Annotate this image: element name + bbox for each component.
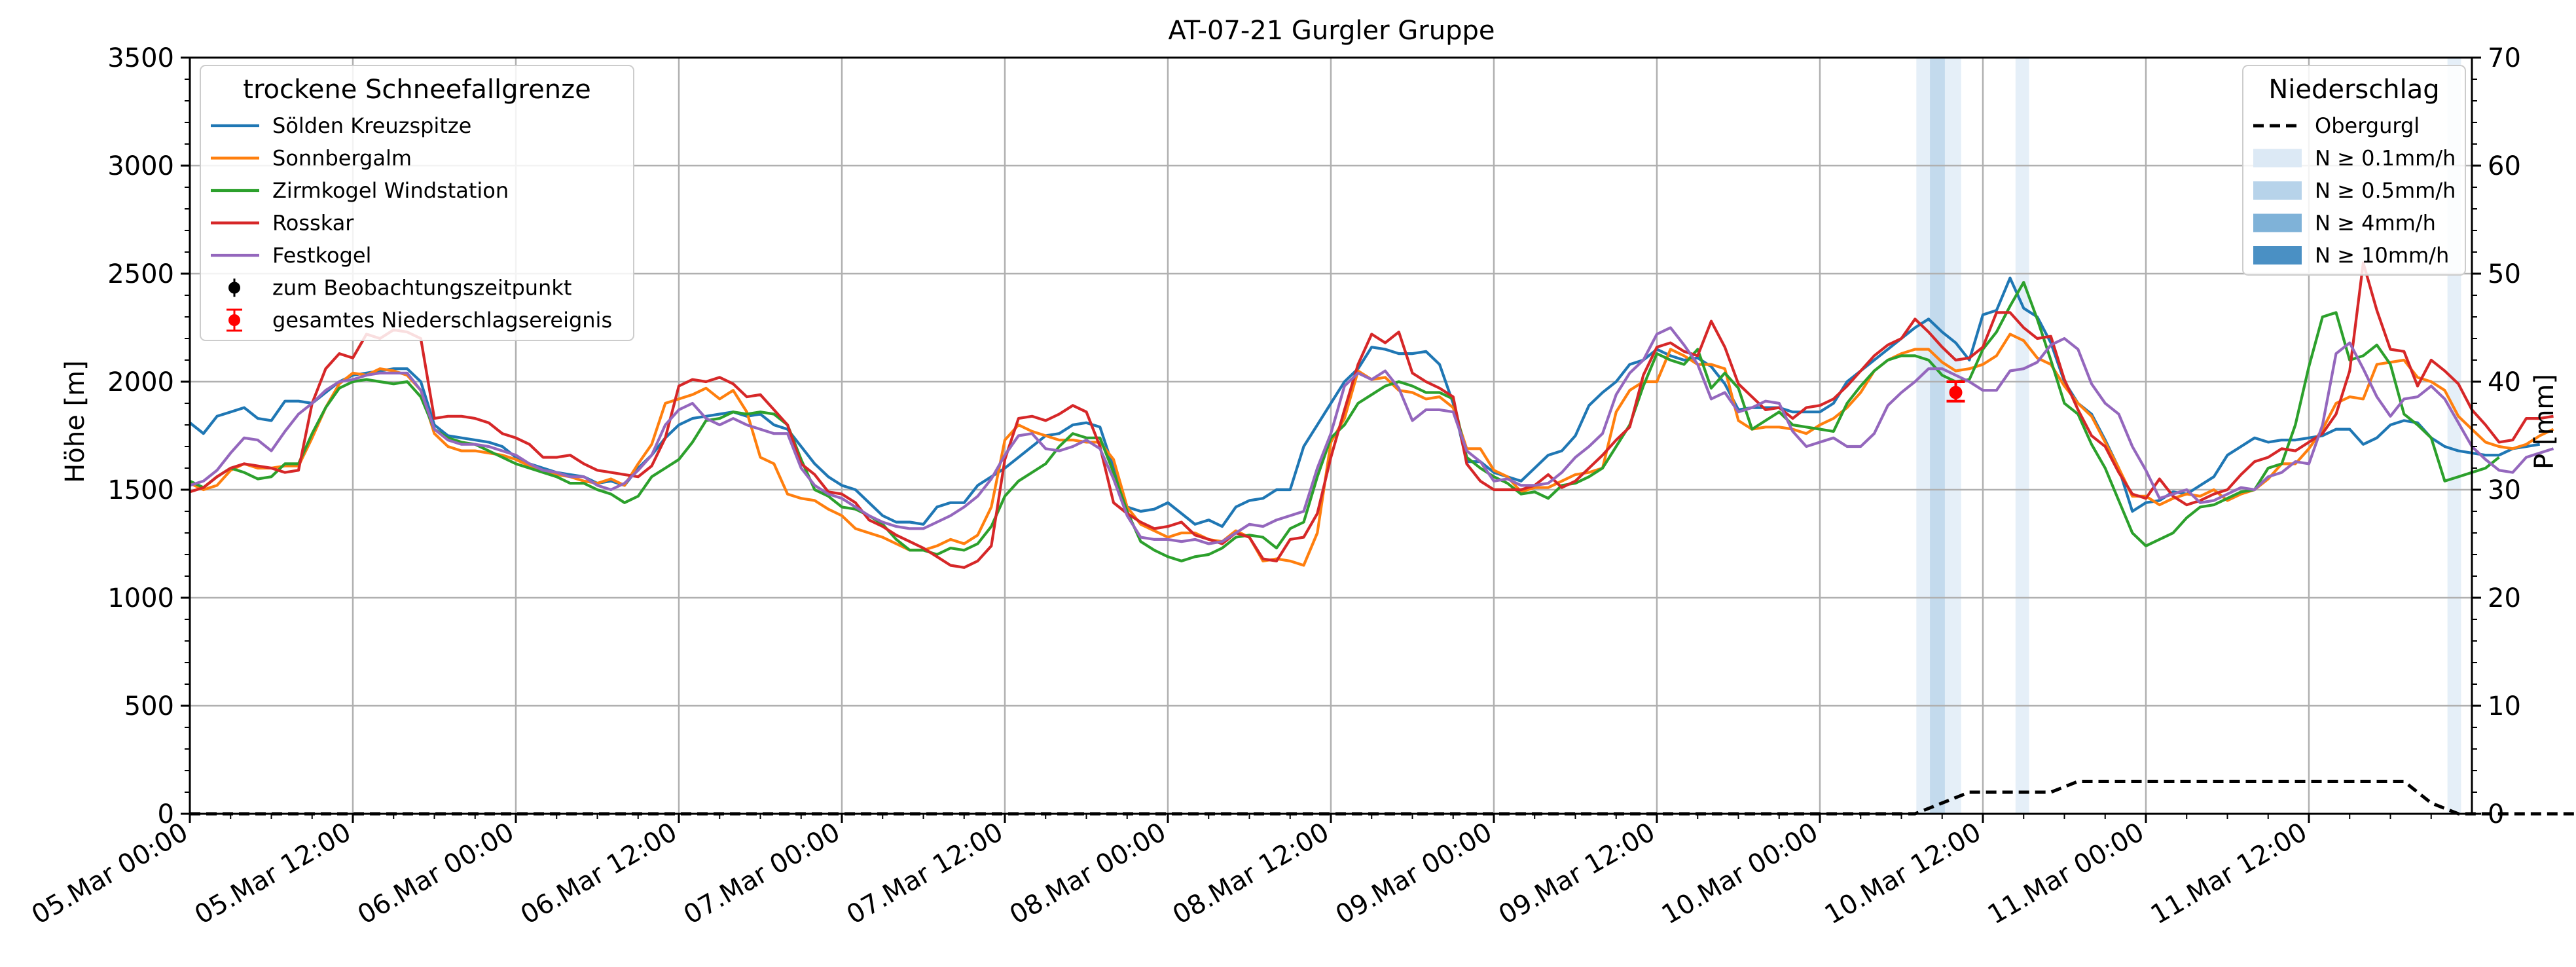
legend-precipitation: Niederschlag Obergurgl N ≥ 0.1mm/h N ≥ 0.5… [2242,65,2466,276]
y2-tick-label-4: 40 [2488,367,2521,397]
y-tick-label-4: 2000 [107,367,174,397]
x-tick-label-4: 07.Mar 00:00 [679,817,845,930]
precip-line-obergurgl [190,780,2576,816]
y2-tick-label-0: 0 [2488,799,2504,830]
y2-tick-label-7: 70 [2488,43,2521,73]
legend-snowline: trockene Schneefallgrenze Sölden Kreuzsp… [200,65,634,341]
series-lines [189,261,2554,569]
y-tick-label-7: 3500 [107,43,174,73]
legend-obs-label: zum Beobachtungszeitpunkt [272,276,571,301]
legend-left-title: trockene Schneefallgrenze [243,75,590,105]
y2-axis-label: P [mm] [2530,374,2560,469]
legend-event-point [228,314,240,326]
x-tick-label-0: 05.Mar 00:00 [27,817,193,930]
y-axis-right: 0 10 20 30 40 50 60 70 [2472,43,2521,830]
legend-intensity-swatch-0 [2253,149,2302,168]
series-line-2 [189,281,2500,563]
x-tick-label-8: 09.Mar 00:00 [1331,817,1497,930]
precipitation-bands [1916,58,2461,814]
precipitation-line-layer [190,780,2576,816]
y-tick-label-3: 1500 [107,475,174,505]
x-tick-label-9: 09.Mar 12:00 [1494,817,1660,930]
legend-label-0: Sölden Kreuzspitze [272,113,471,138]
legend-right-title: Niederschlag [2268,75,2439,105]
x-tick-label-13: 11.Mar 12:00 [2146,817,2312,930]
precip-band-2 [2015,58,2029,814]
series-line-3 [189,261,2554,569]
chart-title: AT-07-21 Gurgler Gruppe [1169,16,1495,46]
y2-tick-label-5: 50 [2488,259,2521,289]
legend-event-label: gesamtes Niederschlagsereignis [272,308,612,333]
legend-intensity-label-0: N ≥ 0.1mm/h [2315,146,2456,171]
legend-label-1: Sonnbergalm [272,146,412,171]
y-tick-label-1: 500 [124,691,174,721]
series-line-4 [189,326,2554,545]
x-tick-label-2: 06.Mar 00:00 [353,817,519,930]
y-tick-label-2: 1000 [107,583,174,613]
y-axis-label: Höhe [m] [60,360,90,483]
x-tick-label-5: 07.Mar 12:00 [842,817,1008,930]
event-marker-point [1949,386,1963,399]
legend-intensity-label-2: N ≥ 4mm/h [2315,211,2436,236]
legend-intensity-swatch-2 [2253,213,2302,232]
y2-tick-label-1: 10 [2488,691,2521,721]
y2-tick-label-2: 20 [2488,583,2521,613]
x-tick-label-11: 10.Mar 12:00 [1820,817,1986,930]
x-tick-label-10: 10.Mar 00:00 [1657,817,1823,930]
legend-obs-point [228,282,240,294]
y-tick-label-0: 0 [158,799,174,830]
y-tick-label-5: 2500 [107,259,174,289]
legend-label-4: Festkogel [272,243,371,268]
precip-band-1 [1930,58,1945,814]
x-tick-label-6: 08.Mar 00:00 [1005,817,1171,930]
x-tick-label-7: 08.Mar 12:00 [1168,817,1334,930]
legend-intensity-label-1: N ≥ 0.5mm/h [2315,178,2456,203]
event-marker-layer [1946,380,1965,403]
y2-tick-label-6: 60 [2488,151,2521,181]
legend-precip-line-label: Obergurgl [2315,113,2420,138]
legend-intensity-swatch-1 [2253,181,2302,200]
legend-label-2: Zirmkogel Windstation [272,178,509,203]
x-tick-label-3: 06.Mar 12:00 [516,817,682,930]
y2-tick-label-3: 30 [2488,475,2521,505]
legend-intensity-swatch-3 [2253,246,2302,265]
legend-intensity-label-3: N ≥ 10mm/h [2315,243,2449,268]
x-tick-label-1: 05.Mar 12:00 [190,817,356,930]
series-line-1 [189,333,2554,567]
y-tick-label-6: 3000 [107,151,174,181]
y-axis-left: 0 500 1000 1500 2000 2500 3000 3500 [107,43,190,830]
x-tick-label-12: 11.Mar 00:00 [1983,817,2149,930]
legend-label-3: Rosskar [272,211,354,236]
